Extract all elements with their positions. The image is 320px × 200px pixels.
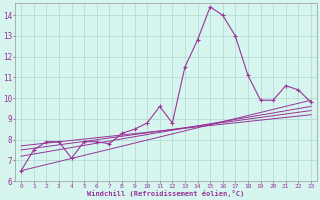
X-axis label: Windchill (Refroidissement éolien,°C): Windchill (Refroidissement éolien,°C) (87, 190, 244, 197)
